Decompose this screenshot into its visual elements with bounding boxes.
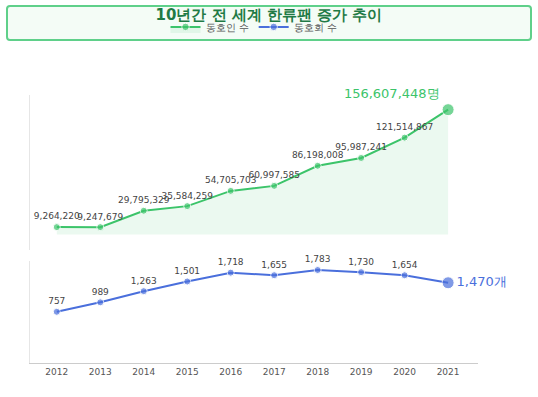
svg-text:989: 989 [92,287,109,297]
svg-text:95,987,241: 95,987,241 [335,142,387,152]
svg-text:86,198,008: 86,198,008 [292,150,344,160]
svg-text:2017: 2017 [263,367,286,377]
svg-text:1,263: 1,263 [131,276,157,286]
svg-text:2014: 2014 [132,367,155,377]
svg-text:10년간 전 세계 한류팬 증가 추이: 10년간 전 세계 한류팬 증가 추이 [156,6,383,24]
svg-text:35,584,259: 35,584,259 [161,191,213,201]
svg-text:동호인 수: 동호인 수 [206,22,249,33]
svg-text:2018: 2018 [306,367,329,377]
svg-text:1,655: 1,655 [261,260,287,270]
svg-text:1,501: 1,501 [174,266,200,276]
svg-text:2013: 2013 [89,367,112,377]
svg-text:1,470개: 1,470개 [457,274,507,289]
svg-text:1,718: 1,718 [218,257,244,267]
svg-text:2021: 2021 [437,367,460,377]
svg-text:54,705,703: 54,705,703 [205,175,257,185]
svg-text:2015: 2015 [176,367,199,377]
svg-text:2012: 2012 [45,367,68,377]
svg-text:2016: 2016 [219,367,242,377]
svg-text:1,783: 1,783 [305,254,331,264]
svg-text:757: 757 [48,296,65,306]
svg-text:9,247,679: 9,247,679 [77,212,123,222]
svg-text:29,795,329: 29,795,329 [118,195,170,205]
svg-text:2019: 2019 [350,367,373,377]
svg-text:156,607,448명: 156,607,448명 [344,86,440,101]
svg-text:121,514,867: 121,514,867 [376,122,433,132]
svg-text:동호회 수: 동호회 수 [294,22,337,33]
svg-text:60,997,585: 60,997,585 [248,170,300,180]
svg-text:2020: 2020 [393,367,416,377]
svg-text:9,264,220: 9,264,220 [34,211,80,221]
svg-text:1,730: 1,730 [348,257,374,267]
svg-text:1,654: 1,654 [392,260,418,270]
